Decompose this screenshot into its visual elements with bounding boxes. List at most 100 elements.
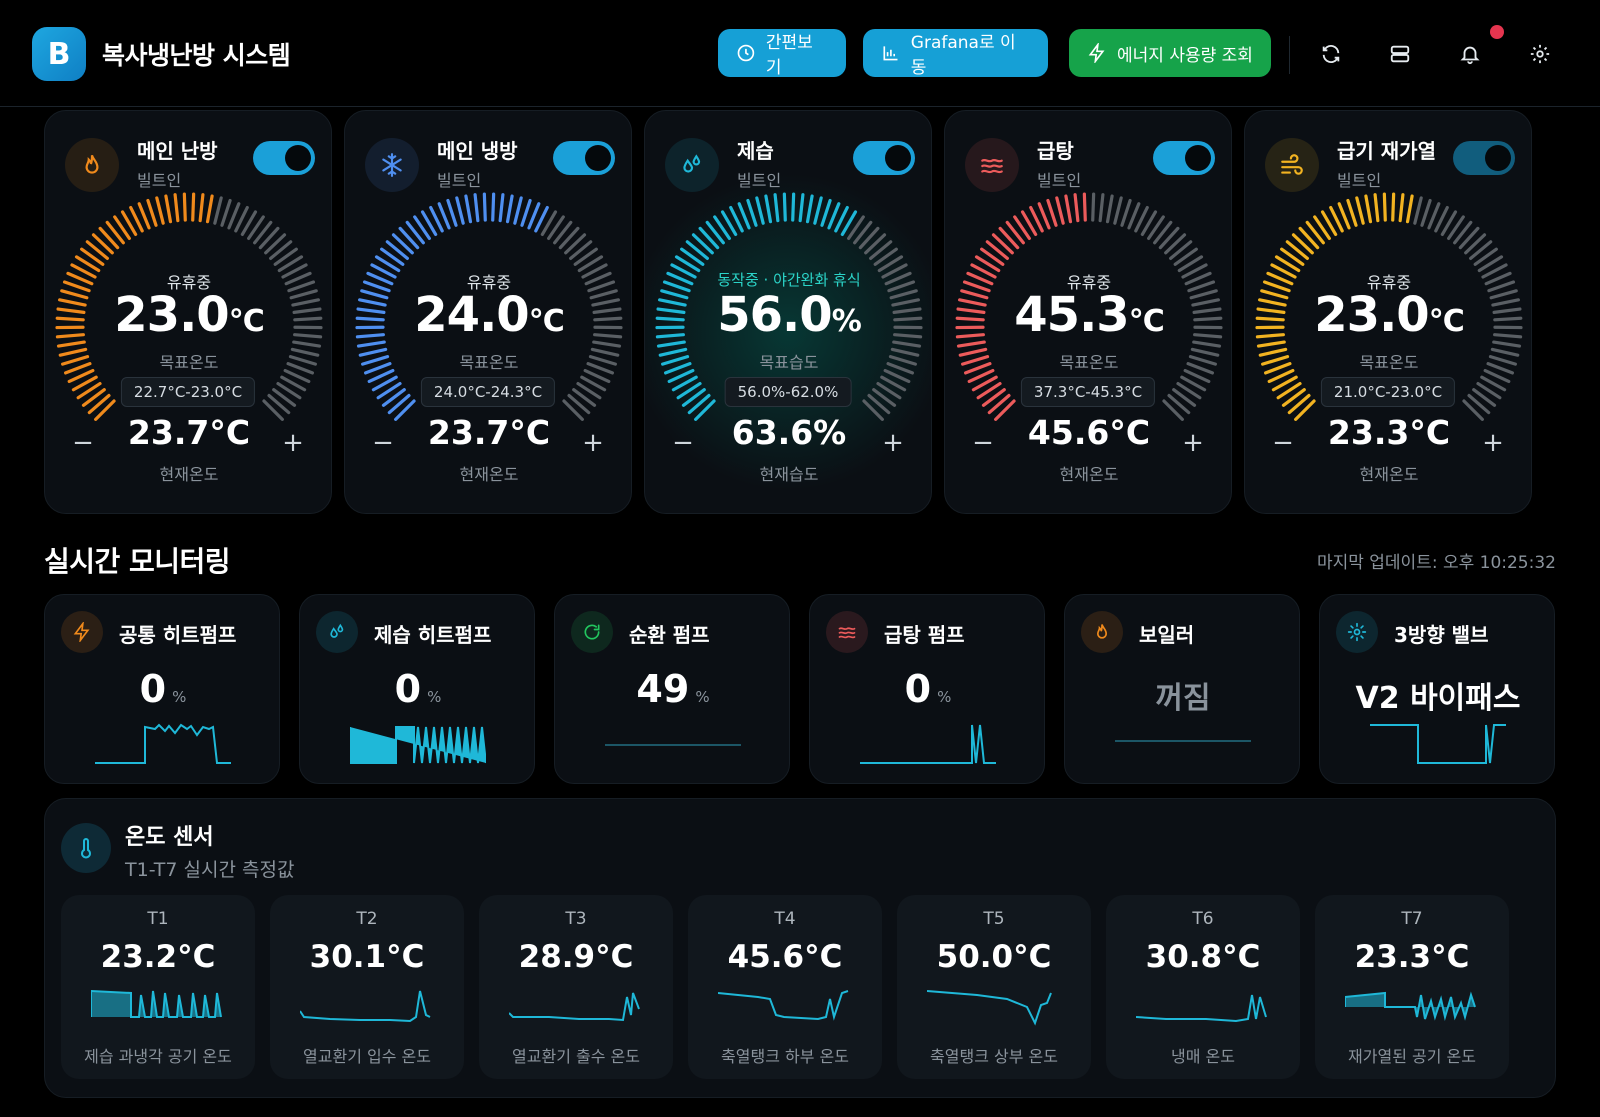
clock-icon: [737, 44, 755, 62]
increase-button[interactable]: +: [1482, 428, 1504, 458]
power-toggle[interactable]: [553, 141, 615, 175]
increase-button[interactable]: +: [282, 428, 304, 458]
increase-button[interactable]: +: [1182, 428, 1204, 458]
notifications-button[interactable]: [1452, 36, 1488, 72]
refresh-button[interactable]: [1313, 36, 1349, 72]
power-toggle[interactable]: [1153, 141, 1215, 175]
gauge-tick: [85, 240, 109, 260]
gauge-tick: [234, 205, 249, 233]
control-card: 제습 빌트인 동작중 · 야간완화 휴식 56.0% 목표습도 56.0%-62.0% 63…: [644, 110, 932, 514]
gauge-tick: [1493, 333, 1523, 339]
sensor-value: 23.3°C: [1354, 939, 1470, 975]
target-label: 목표습도: [759, 353, 819, 372]
gauge-tick: [791, 192, 796, 222]
monitor-icon-badge: [571, 611, 613, 653]
gauge-tick: [1413, 196, 1423, 225]
energy-usage-button[interactable]: 에너지 사용량 조회: [1069, 29, 1271, 77]
gauge-tick: [355, 316, 385, 322]
power-toggle[interactable]: [853, 141, 915, 175]
target-label: 목표온도: [159, 353, 219, 372]
gauge-tick: [253, 220, 273, 245]
power-toggle[interactable]: [253, 141, 315, 175]
gauge-tick: [553, 220, 573, 245]
decrease-button[interactable]: −: [72, 428, 94, 458]
decrease-button[interactable]: −: [672, 428, 694, 458]
sensor-title: 온도 센서: [125, 825, 214, 850]
gauge-tick: [827, 202, 841, 230]
power-toggle[interactable]: [1453, 141, 1515, 175]
gauge-tick: [1434, 205, 1449, 233]
gauge-tick: [577, 255, 604, 273]
gauge-tick: [658, 347, 688, 357]
sensor-card: T3 28.9°C 열교환기 출수 온도: [479, 895, 673, 1079]
control-icon-badge: [365, 138, 419, 192]
gauge-tick: [491, 192, 496, 222]
gauge-tick: [1105, 194, 1114, 224]
monitor-icon-badge: [1336, 611, 1378, 653]
target-label: 목표온도: [1059, 353, 1119, 372]
monitor-card: 보일러 꺼짐: [1064, 594, 1300, 784]
sensor-sparkline: [1136, 994, 1267, 1023]
gauge-tick: [593, 316, 623, 322]
target-range: 37.3°C-45.3°C: [1020, 377, 1156, 407]
gauge-tick: [864, 233, 887, 255]
simple-view-button[interactable]: 간편보기: [718, 29, 846, 78]
gauge-tick: [1320, 210, 1338, 237]
gauge-tick: [76, 381, 102, 400]
control-title: 급탕: [1037, 139, 1074, 163]
gauge-tick: [437, 202, 451, 230]
gauge-tick: [656, 307, 686, 314]
gauge-tick: [267, 393, 291, 415]
gauge-tick: [858, 226, 880, 250]
server-button[interactable]: [1382, 36, 1418, 72]
increase-button[interactable]: +: [882, 428, 904, 458]
rotate-icon: [584, 624, 600, 640]
target-unit: °C: [1128, 304, 1165, 339]
sensor-card: T4 45.6°C 축열탱크 하부 온도: [688, 895, 882, 1079]
monitor-title: 급탕 펌프: [884, 623, 965, 647]
decrease-button[interactable]: −: [1272, 428, 1294, 458]
gauge-tick: [283, 368, 311, 384]
monitor-value: 0%: [810, 667, 1046, 711]
gauge-tick: [213, 196, 223, 225]
gauge-tick: [1486, 362, 1514, 375]
droplets-icon: [683, 154, 701, 173]
gauge-tick: [1073, 193, 1080, 223]
gauge-tick: [1005, 220, 1025, 245]
sensor-name: T3: [565, 909, 587, 929]
gauge-tick: [562, 399, 584, 421]
gauge-tick: [198, 193, 205, 223]
gauge-tick: [961, 355, 990, 366]
gauge-tick: [886, 362, 914, 375]
gauge-tick: [58, 298, 87, 307]
gauge-tick: [1193, 333, 1223, 339]
gauge-tick: [962, 280, 991, 293]
gauge-tick: [387, 393, 411, 415]
monitor-icon-badge: [1081, 611, 1123, 653]
gauge-tick: [671, 375, 698, 392]
sensor-name: T4: [774, 909, 796, 929]
grafana-button[interactable]: Grafana로 이동: [863, 29, 1048, 78]
gauge-tick: [981, 388, 1006, 407]
gauge-tick: [1264, 362, 1292, 375]
sensor-value: 50.0°C: [936, 939, 1052, 975]
current-value: 23.7°C: [127, 413, 251, 452]
gauge-tick: [1176, 381, 1202, 400]
gauge-tick: [1255, 316, 1285, 322]
gauge-tick: [1271, 375, 1298, 392]
target-unit: °C: [1428, 304, 1465, 339]
gauge-tick: [105, 220, 125, 245]
settings-button[interactable]: [1522, 36, 1558, 72]
target-range: 56.0%-62.0%: [724, 377, 852, 407]
gauge-tick: [1256, 307, 1286, 314]
gauge-tick: [374, 255, 401, 273]
increase-button[interactable]: +: [582, 428, 604, 458]
gauge-tick: [1305, 220, 1325, 245]
decrease-button[interactable]: −: [972, 428, 994, 458]
gauge-arc: [1255, 192, 1523, 421]
decrease-button[interactable]: −: [372, 428, 394, 458]
sensor-card: T7 23.3°C 재가열된 공기 온도: [1315, 895, 1509, 1079]
gauge-tick: [847, 215, 865, 240]
gauge-tick: [155, 196, 165, 225]
gauge-tick: [1420, 198, 1432, 227]
